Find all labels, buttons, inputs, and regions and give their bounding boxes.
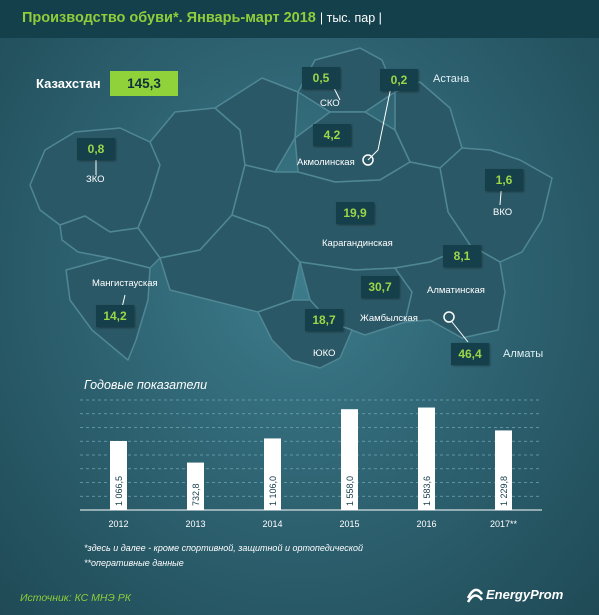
bar-value-label: 1 229,8 (499, 476, 509, 506)
astana-marker (362, 154, 374, 166)
x-tick-label: 2015 (339, 519, 359, 529)
chart-title: Годовые показатели (84, 378, 208, 392)
region-value-zko: 0,8 (77, 138, 115, 160)
almaty-marker (443, 311, 455, 323)
city-value-astana: 0,2 (380, 69, 418, 91)
region-name-zhambyl: Жамбылская (360, 313, 418, 324)
x-tick-label: 2014 (262, 519, 282, 529)
x-tick-label: 2016 (416, 519, 436, 529)
bar-value-label: 1 558,0 (345, 476, 355, 506)
bar (418, 407, 435, 510)
region-shape-kostanay (214, 77, 299, 173)
bar (341, 409, 358, 510)
region-name-vko: ВКО (493, 207, 513, 218)
unit-label: | тыс. пар | (319, 11, 382, 25)
bar (187, 462, 204, 510)
page-title: Производство обуви*. Январь-март 2018 | т… (22, 10, 382, 26)
region-name-mangistau: Мангистауская (92, 278, 158, 289)
region-shape-atyrau (59, 215, 161, 269)
leader-line-almaty (451, 321, 469, 343)
x-tick-label: 2012 (108, 519, 128, 529)
region-name-karaganda: Карагандинская (322, 238, 393, 249)
region-name-almaty-region: Алматинская (427, 285, 485, 296)
region-value-almaty-region: 8,1 (443, 245, 481, 267)
x-tick-label: 2013 (185, 519, 205, 529)
bar (110, 440, 127, 510)
region-value-sko: 0,5 (302, 67, 340, 89)
kazakhstan-label: Казахстан (36, 76, 101, 91)
region-value-zhambyl: 30,7 (361, 276, 399, 298)
region-name-zko: ЗКО (86, 174, 105, 185)
kazakhstan-total-value: 145,3 (110, 71, 178, 96)
bar (264, 438, 281, 510)
bar-value-label: 1 106,0 (268, 476, 278, 506)
city-value-almaty: 46,4 (451, 343, 489, 365)
footnote-2: **оперативные данные (84, 558, 184, 568)
region-name-uko: ЮКО (313, 348, 336, 359)
energyprom-logo-icon (466, 588, 484, 603)
region-value-uko: 18,7 (305, 309, 343, 331)
region-value-vko: 1,6 (485, 169, 523, 191)
region-value-karaganda: 19,9 (336, 202, 374, 224)
bar (495, 430, 512, 510)
source-note: Источник: КС МНЭ РК (20, 592, 131, 604)
header-bar (0, 0, 599, 38)
footnote-1: *здесь и далее - кроме спортивной, защит… (84, 543, 364, 553)
region-shape-kyzylorda (159, 214, 301, 313)
city-name-almaty: Алматы (503, 348, 544, 360)
bar-value-label: 1 583,6 (422, 476, 432, 506)
region-value-mangistau: 14,2 (96, 305, 134, 327)
region-shape-uko (257, 299, 353, 369)
city-name-astana: Астана (433, 73, 470, 85)
region-name-akmola: Акмолинская (297, 157, 355, 168)
region-name-sko: СКО (320, 98, 340, 109)
region-value-akmola: 4,2 (313, 124, 351, 146)
bar-value-label: 732,8 (191, 483, 201, 506)
energyprom-logo: EnergyProm (486, 587, 564, 602)
x-tick-label: 2017** (490, 519, 518, 529)
bar-value-label: 1 066,5 (114, 476, 124, 506)
